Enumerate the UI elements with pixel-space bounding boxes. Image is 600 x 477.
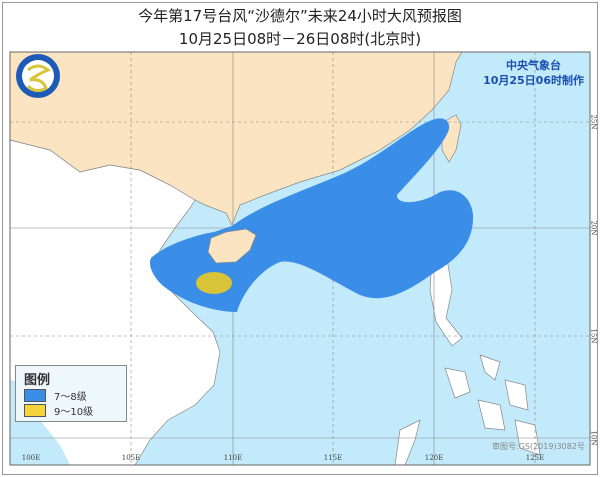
lat-label: 15N (589, 328, 598, 344)
philippine-islands (394, 354, 541, 465)
map-approval-number: 审图号:GS(2019)3082号 (492, 442, 585, 451)
issue-time: 10月25日06时制作 (483, 74, 584, 87)
lon-label: 120E (424, 454, 444, 462)
legend-item-7-8: 7～8级 (24, 388, 87, 403)
map-subtitle: 10月25日08时－26日08时(北京时) (178, 30, 422, 48)
hainan-island (207, 228, 257, 264)
lat-label: 25N (589, 114, 598, 130)
wind-zone-9-10 (196, 272, 232, 294)
legend-swatch-blue (24, 389, 46, 402)
legend-label: 7～8级 (54, 392, 87, 403)
legend-swatch-yellow (24, 404, 46, 417)
legend-title: 图例 (24, 373, 51, 388)
agency-stamp: 中央气象台 10月25日06时制作 (483, 58, 584, 88)
lat-label: 20N (589, 220, 598, 236)
agency-name: 中央气象台 (506, 59, 562, 72)
lon-label: 100E (21, 454, 41, 462)
legend: 图例 7～8级 9～10级 (15, 365, 127, 422)
legend-label: 9～10级 (54, 407, 94, 418)
lon-label: 125E (525, 454, 545, 462)
logo-emblem (16, 54, 60, 98)
lon-label: 105E (121, 454, 141, 462)
china-land (10, 52, 463, 226)
wind-zone-7-8 (150, 118, 474, 312)
lon-label: 110E (223, 454, 243, 462)
luzon (429, 251, 463, 347)
lat-label: 10N (589, 430, 598, 446)
lon-label: 115E (323, 454, 343, 462)
legend-item-9-10: 9～10级 (24, 403, 93, 418)
map-title: 今年第17号台风“沙德尔”未来24小时大风预报图 (138, 7, 462, 25)
